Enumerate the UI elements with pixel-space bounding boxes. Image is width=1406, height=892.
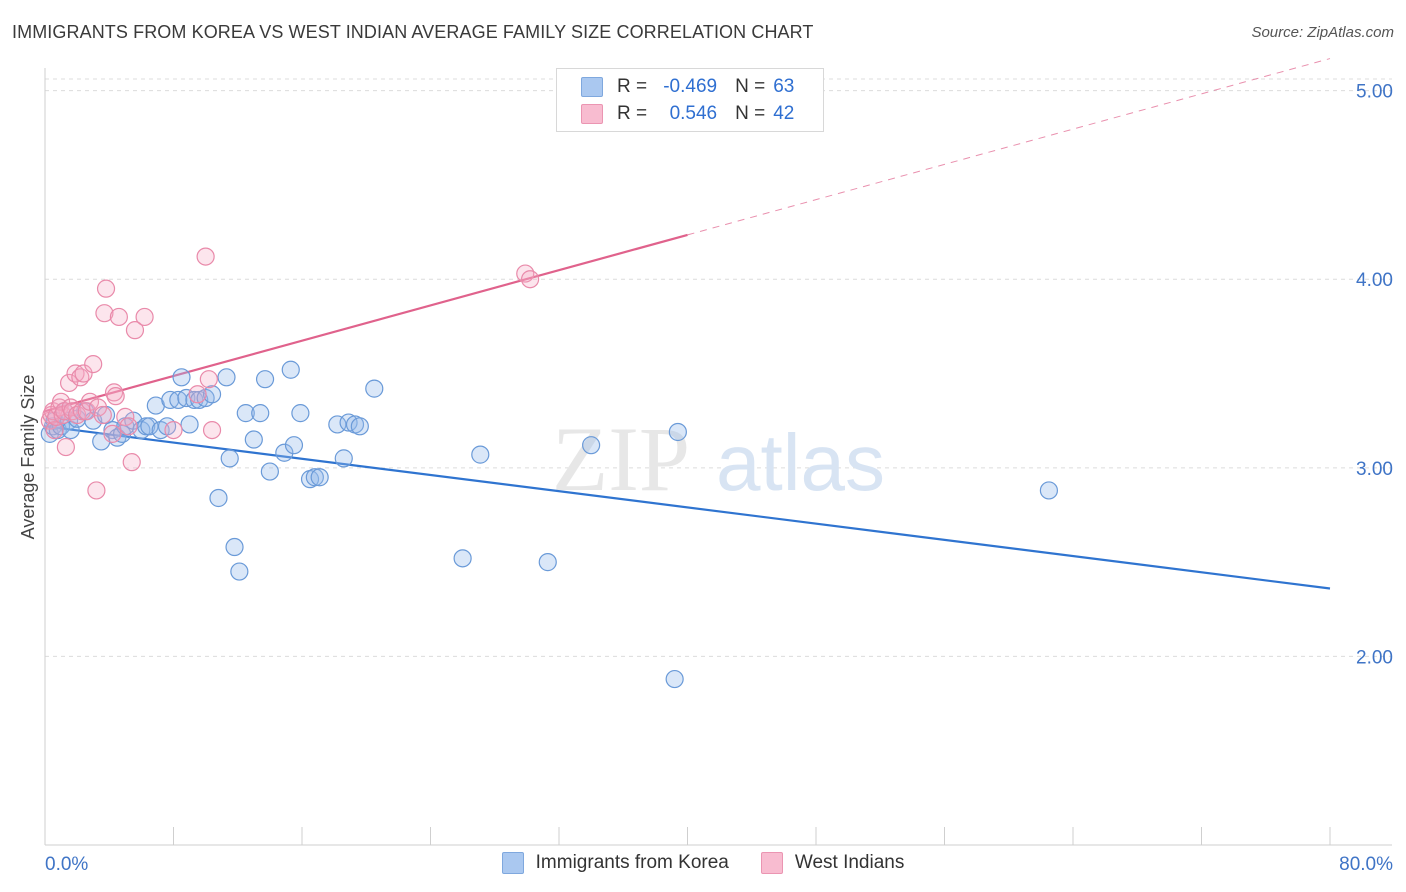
legend-row-west-indians: R = 0.546 N = 42: [581, 101, 794, 127]
series-legend: Immigrants from Korea West Indians: [0, 852, 1406, 874]
watermark: ZIP atlas: [552, 408, 885, 510]
series-legend-west-indians: West Indians: [760, 852, 905, 874]
point-korea: [328, 415, 347, 434]
data-points: [40, 247, 1059, 689]
point-korea: [339, 413, 358, 432]
series-legend-korea: Immigrants from Korea: [501, 852, 729, 874]
point-korea: [236, 404, 255, 423]
point-west-indians: [199, 370, 218, 389]
watermark-atlas: atlas: [716, 418, 885, 507]
point-korea: [668, 422, 687, 442]
point-korea: [284, 436, 304, 455]
point-west-indians: [125, 321, 145, 340]
point-korea: [230, 562, 249, 581]
x-tick-label: 80.0%: [1339, 854, 1393, 875]
point-west-indians: [109, 307, 128, 327]
source-label: Source: ZipAtlas.com: [1251, 24, 1394, 41]
legend-n-value: 42: [773, 103, 795, 124]
point-korea: [582, 436, 601, 455]
point-west-indians: [84, 354, 103, 374]
legend-row-korea: R = -0.469 N = 63: [581, 74, 794, 100]
series-swatch-west-indians: [760, 852, 783, 874]
point-korea: [220, 449, 239, 468]
chart-title: IMMIGRANTS FROM KOREA VS WEST INDIAN AVE…: [12, 22, 814, 42]
axis-labels: 2.00 3.00 4.00 5.00 0.0% 80.0% Average Family …: [18, 82, 1393, 875]
point-west-indians: [196, 247, 215, 266]
point-west-indians: [106, 387, 125, 406]
point-korea: [365, 379, 384, 398]
legend-swatch-west-indians: [581, 104, 603, 124]
point-korea: [244, 430, 263, 449]
point-west-indians: [87, 481, 106, 500]
point-korea: [172, 368, 191, 387]
legend-r-label: R =: [617, 76, 648, 97]
legend-n-value: 63: [773, 76, 795, 97]
y-tick-label: 2.00: [1356, 647, 1393, 668]
y-tick-label: 4.00: [1356, 270, 1393, 291]
point-korea: [180, 415, 199, 434]
trend-line-korea: [44, 425, 1331, 590]
point-west-indians: [520, 270, 540, 289]
legend-swatch-korea: [581, 77, 603, 97]
y-axis-title: Average Family Size: [18, 375, 38, 540]
y-tick-label: 3.00: [1356, 459, 1393, 480]
point-korea: [217, 368, 236, 387]
point-west-indians: [188, 385, 207, 404]
point-korea: [251, 404, 270, 423]
point-korea: [260, 462, 279, 481]
y-tick-label: 5.00: [1356, 82, 1393, 103]
series-legend-label: West Indians: [794, 852, 905, 873]
point-korea: [225, 537, 244, 557]
trend-line-west-indians: [44, 233, 688, 413]
axes: [44, 68, 1392, 846]
point-korea: [209, 488, 228, 508]
point-korea: [1039, 481, 1059, 500]
legend-r-value: 0.546: [669, 103, 718, 124]
point-west-indians: [164, 420, 183, 440]
point-korea: [350, 417, 369, 436]
point-west-indians: [96, 279, 116, 298]
point-korea: [281, 360, 300, 379]
point-korea: [538, 553, 557, 572]
point-korea: [255, 370, 275, 389]
point-west-indians: [122, 453, 141, 472]
point-west-indians: [74, 364, 93, 383]
point-west-indians: [59, 373, 79, 393]
point-korea: [453, 549, 472, 568]
trend-lines: [44, 58, 1331, 590]
x-tick-label: 0.0%: [45, 854, 88, 875]
point-korea: [471, 445, 490, 464]
point-korea: [334, 449, 353, 468]
legend-n-label: N =: [735, 76, 766, 97]
series-swatch-korea: [501, 852, 524, 874]
legend-r-label: R =: [617, 103, 648, 124]
legend-n-label: N =: [735, 103, 766, 124]
legend-r-value: -0.469: [663, 76, 718, 97]
point-korea: [665, 669, 684, 689]
point-west-indians: [516, 264, 535, 283]
series-legend-label: Immigrants from Korea: [535, 852, 729, 873]
point-west-indians: [119, 417, 138, 436]
point-korea: [140, 417, 159, 436]
point-west-indians: [93, 405, 112, 425]
point-west-indians: [95, 304, 114, 323]
point-west-indians: [45, 420, 64, 440]
point-korea: [275, 443, 294, 462]
watermark-zip: ZIP: [552, 408, 690, 510]
point-west-indians: [56, 437, 75, 457]
point-west-indians: [103, 424, 122, 443]
point-korea: [61, 420, 80, 440]
correlation-legend: R = -0.469 N = 63 R = 0.546 N = 42: [556, 68, 824, 132]
point-korea: [310, 468, 329, 487]
point-korea: [185, 390, 204, 410]
point-korea: [291, 404, 310, 423]
point-west-indians: [135, 307, 154, 327]
point-korea: [305, 468, 324, 487]
point-west-indians: [202, 420, 222, 440]
point-korea: [202, 385, 222, 404]
